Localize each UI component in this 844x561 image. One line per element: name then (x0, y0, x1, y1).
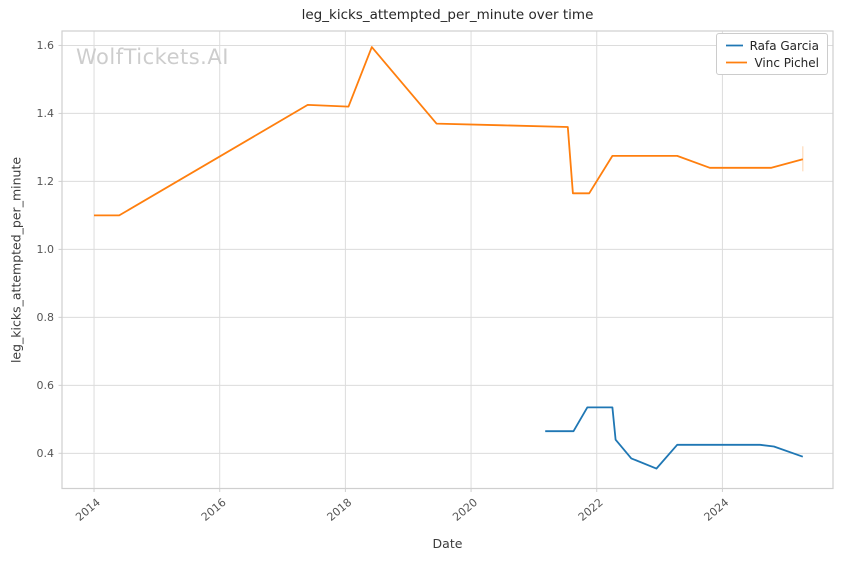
x-tick-label: 2018 (325, 496, 355, 524)
watermark: WolfTickets.AI (76, 45, 229, 69)
x-tick-label: 2020 (450, 496, 480, 524)
legend-label: Vinc Pichel (754, 55, 819, 70)
x-axis-label: Date (432, 536, 463, 551)
y-tick-label: 1.0 (37, 243, 55, 256)
y-tick-label: 1.6 (37, 39, 55, 52)
legend-item-vinc-pichel: Vinc Pichel (725, 56, 819, 70)
legend-line-sample-orange (726, 61, 748, 64)
y-tick-label: 1.2 (37, 175, 55, 188)
series-line-vinc-pichel (94, 46, 804, 217)
y-tick-label: 0.8 (37, 311, 55, 324)
x-tick-label: 2022 (576, 496, 606, 524)
legend-line-sample-blue (726, 44, 743, 47)
chart-title: leg_kicks_attempted_per_minute over time (301, 7, 594, 23)
x-tick-label: 2016 (199, 496, 229, 524)
y-axis-label: leg_kicks_attempted_per_minute (8, 156, 24, 364)
series-line-rafa-garcia (545, 406, 804, 470)
y-tick-label: 0.6 (37, 379, 55, 392)
legend-label: Rafa Garcia (749, 38, 819, 53)
y-tick-label: 0.4 (37, 447, 55, 460)
y-tick-label: 1.4 (37, 107, 55, 120)
x-tick-label: 2014 (73, 496, 103, 524)
plot-border (61, 30, 834, 490)
legend-item-rafa-garcia: Rafa Garcia (725, 39, 819, 53)
legend: Rafa Garcia Vinc Pichel (716, 33, 828, 75)
x-tick-label: 2024 (702, 496, 732, 524)
